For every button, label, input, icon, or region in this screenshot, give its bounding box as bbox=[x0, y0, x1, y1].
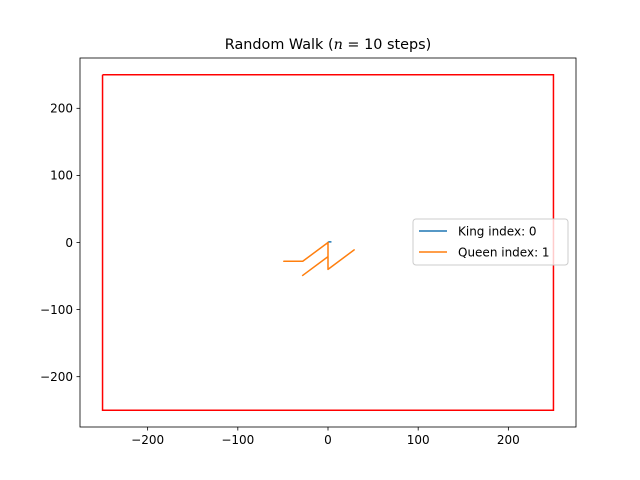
title-prefix: Random Walk ( bbox=[225, 37, 334, 53]
title-equals: = bbox=[343, 37, 364, 53]
legend: King index: 0 Queen index: 1 bbox=[412, 218, 569, 266]
x-tick-label: −100 bbox=[221, 433, 254, 447]
x-tick-label: 100 bbox=[407, 433, 430, 447]
y-tick-label: 0 bbox=[65, 236, 73, 250]
x-axis: −200 −100 0 100 200 bbox=[131, 427, 520, 447]
y-tick-label: −100 bbox=[40, 303, 73, 317]
y-tick-label: 100 bbox=[50, 169, 73, 183]
x-tick-label: 0 bbox=[324, 433, 332, 447]
series-line-1 bbox=[283, 241, 355, 277]
x-tick-label: 200 bbox=[497, 433, 520, 447]
y-tick-label: −200 bbox=[40, 370, 73, 384]
legend-label-1: Queen index: 1 bbox=[458, 245, 550, 259]
boundary-line bbox=[101, 74, 555, 411]
title-variable: n bbox=[334, 37, 343, 53]
legend-label-0: King index: 0 bbox=[458, 224, 537, 238]
plot-area bbox=[101, 74, 555, 411]
title-number: 10 bbox=[364, 37, 382, 53]
y-axis: −200 −100 0 100 200 bbox=[40, 102, 80, 384]
chart-title-text: Random Walk (n = 10 steps) bbox=[225, 37, 431, 53]
legend-box bbox=[412, 218, 569, 266]
title-suffix: steps) bbox=[382, 37, 431, 53]
y-tick-label: 200 bbox=[50, 102, 73, 116]
x-tick-label: −200 bbox=[131, 433, 164, 447]
chart-title: Random Walk (n = 10 steps) bbox=[225, 37, 431, 53]
